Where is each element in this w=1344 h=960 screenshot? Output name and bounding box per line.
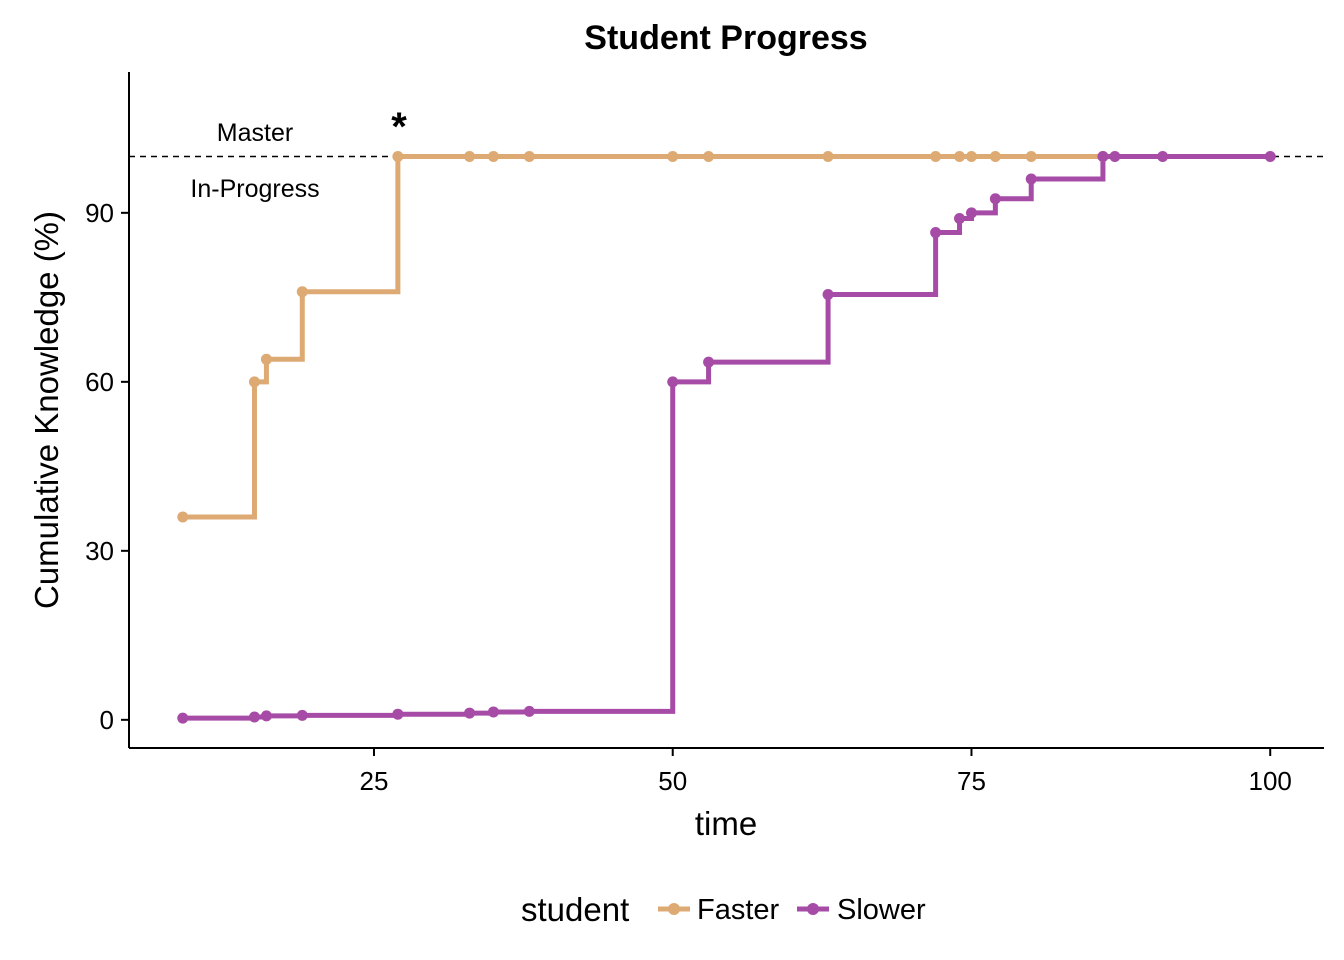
x-tick-label: 50 (658, 766, 687, 796)
data-point-slower (954, 212, 966, 224)
data-point-slower (248, 711, 260, 723)
data-point-faster (523, 151, 535, 162)
master-label: Master (217, 119, 293, 147)
data-point-faster (954, 151, 966, 162)
data-point-slower (487, 706, 499, 718)
legend-title: student (521, 891, 629, 928)
y-tick-label: 0 (100, 705, 114, 735)
data-point-faster (930, 151, 942, 162)
data-point-faster (177, 511, 189, 523)
data-point-faster (248, 376, 260, 388)
data-point-slower (177, 712, 189, 724)
data-point-slower (667, 376, 679, 388)
data-point-slower (260, 710, 272, 722)
data-point-slower (392, 708, 404, 720)
x-tick-label: 25 (360, 766, 389, 796)
data-point-slower (1097, 151, 1109, 162)
y-tick-label: 60 (85, 367, 114, 397)
data-point-slower (965, 207, 977, 219)
x-axis-title: time (695, 805, 757, 842)
data-point-slower (703, 356, 715, 368)
data-point-faster (487, 151, 499, 162)
legend-key-point-slower (807, 903, 819, 915)
data-point-slower (523, 705, 535, 717)
data-point-slower (989, 193, 1001, 205)
legend-label-slower: Slower (837, 894, 926, 926)
y-tick-label: 30 (85, 536, 114, 566)
legend: student Faster Slower (521, 891, 926, 928)
data-point-slower (296, 709, 308, 721)
x-tick-label: 100 (1249, 766, 1292, 796)
data-point-faster (965, 151, 977, 162)
data-point-slower (1264, 151, 1276, 162)
data-point-faster (667, 151, 679, 162)
data-point-faster (989, 151, 1001, 162)
data-point-faster (392, 151, 404, 162)
data-point-faster (822, 151, 834, 162)
legend-key-point-faster (668, 903, 680, 915)
chart-title: Student Progress (584, 19, 867, 57)
data-point-faster (464, 151, 476, 162)
data-point-slower (930, 227, 942, 239)
mastery-star-annotation: * (391, 105, 407, 149)
data-point-slower (822, 289, 834, 301)
series-line-slower (182, 154, 1271, 721)
in-progress-label: In-Progress (190, 175, 319, 203)
y-tick-label: 90 (85, 198, 114, 228)
data-point-faster (260, 353, 272, 365)
data-point-faster (1025, 151, 1037, 162)
y-axis-title: Cumulative Knowledge (%) (28, 211, 65, 609)
legend-label-faster: Faster (697, 894, 780, 926)
data-point-slower (1109, 151, 1121, 162)
data-point-slower (1025, 173, 1037, 185)
legend-item-faster: Faster (658, 894, 780, 926)
data-point-slower (464, 707, 476, 719)
x-tick-label: 75 (957, 766, 986, 796)
series-line-faster (182, 154, 1103, 520)
data-point-slower (1157, 151, 1169, 162)
data-point-faster (703, 151, 715, 162)
data-point-faster (296, 286, 308, 298)
legend-item-slower: Slower (797, 894, 926, 926)
